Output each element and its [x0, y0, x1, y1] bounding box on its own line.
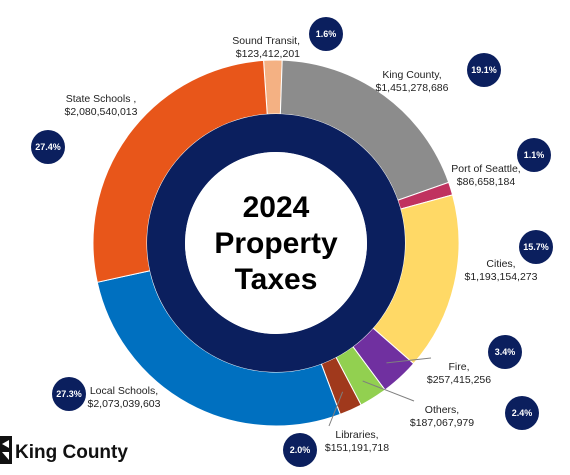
king-county-crown-icon — [0, 436, 12, 464]
percent-badge-local-schools — [52, 377, 86, 411]
title-line-3: Taxes — [235, 263, 318, 296]
percent-label-king-county: 19.1% — [471, 65, 497, 75]
label-value-cities: $1,193,154,273 — [465, 271, 538, 283]
center-hole — [185, 152, 367, 334]
label-value-local-schools: $2,073,039,603 — [88, 398, 161, 410]
label-name-sound-transit: Sound Transit, — [232, 35, 300, 47]
label-value-libraries: $151,191,718 — [325, 442, 389, 454]
inner-ring — [147, 114, 405, 372]
label-name-port-of-seattle: Port of Seattle, — [451, 163, 520, 175]
percent-label-sound-transit: 1.6% — [316, 29, 337, 39]
leader-line-others — [362, 380, 415, 402]
percent-label-fire: 3.4% — [495, 347, 516, 357]
percent-label-state-schools: 27.4% — [35, 142, 61, 152]
logo-text: King County — [15, 442, 128, 463]
label-name-libraries: Libraries, — [335, 429, 378, 441]
label-value-port-of-seattle: $86,658,184 — [457, 176, 516, 188]
label-value-sound-transit: $123,412,201 — [236, 48, 300, 60]
label-value-others: $187,067,979 — [410, 417, 474, 429]
percent-badge-cities — [519, 230, 553, 264]
title-line-1: 2024 — [243, 191, 310, 224]
percent-label-libraries: 2.0% — [290, 445, 311, 455]
percent-badge-sound-transit — [309, 17, 343, 51]
title-line-2: Property — [214, 227, 338, 260]
percent-badge-fire — [488, 335, 522, 369]
king-county-logo: King County — [0, 436, 128, 464]
label-value-state-schools: $2,080,540,013 — [65, 106, 138, 118]
label-name-fire: Fire, — [449, 361, 470, 373]
percent-label-cities: 15.7% — [523, 242, 549, 252]
label-value-fire: $257,415,256 — [427, 374, 491, 386]
percent-badge-libraries — [283, 433, 317, 467]
percent-badge-others — [505, 396, 539, 430]
label-name-state-schools: State Schools , — [66, 93, 137, 105]
percent-badges: 1.6% 19.1% 1.1% 15.7% 3.4% 2.4% 2.0% 27.3% 27.4% — [31, 17, 553, 467]
percent-label-port-of-seattle: 1.1% — [524, 150, 545, 160]
leader-lines — [328, 357, 432, 427]
percent-badge-king-county — [467, 53, 501, 87]
label-name-king-county: King County, — [382, 69, 441, 81]
label-value-king-county: $1,451,278,686 — [376, 82, 449, 94]
leader-line-fire — [386, 357, 432, 364]
leader-line-libraries — [328, 391, 344, 427]
label-name-cities: Cities, — [486, 258, 515, 270]
percent-badge-state-schools — [31, 130, 65, 164]
percent-label-others: 2.4% — [512, 408, 533, 418]
label-name-others: Others, — [425, 404, 459, 416]
percent-label-local-schools: 27.3% — [56, 389, 82, 399]
label-name-local-schools: Local Schools, — [90, 385, 158, 397]
percent-badge-port-of-seattle — [517, 138, 551, 172]
